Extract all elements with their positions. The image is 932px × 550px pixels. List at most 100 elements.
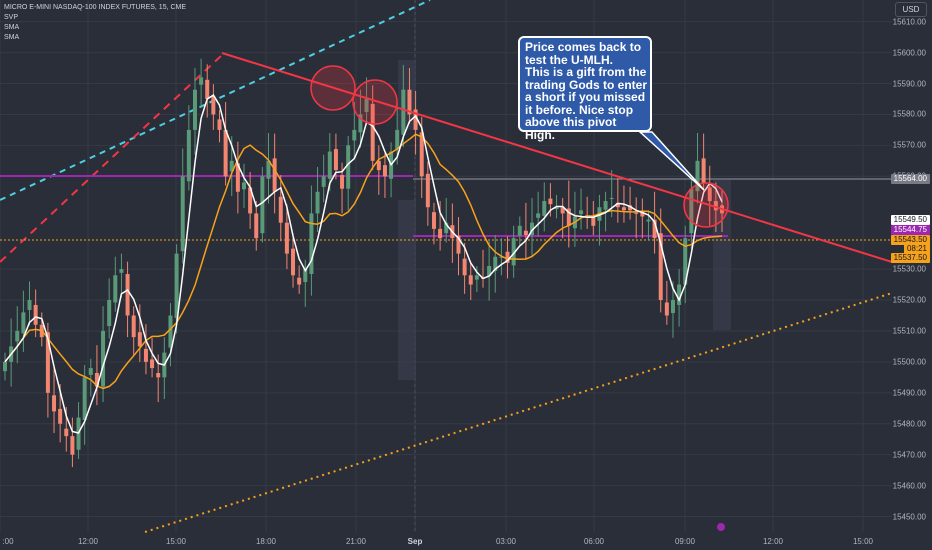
candle-body bbox=[689, 188, 694, 234]
candle-body bbox=[713, 201, 718, 211]
sma-badge: 15537.50 bbox=[890, 253, 930, 263]
candle-body bbox=[474, 275, 479, 280]
candle-body bbox=[579, 210, 584, 215]
level-badge: 15564.00 bbox=[890, 174, 930, 184]
candle-body bbox=[370, 103, 375, 161]
event-marker bbox=[717, 523, 725, 531]
candle-body bbox=[223, 129, 228, 177]
candle-body bbox=[27, 300, 32, 310]
price-tick-label: 15610.00 bbox=[892, 17, 926, 27]
pivot-highlight-circle bbox=[352, 79, 398, 125]
candle-body bbox=[137, 332, 142, 347]
time-tick-label: 15:00 bbox=[165, 537, 187, 546]
indicator-sma-2[interactable]: SMA bbox=[4, 34, 20, 41]
u-mlh-trendline bbox=[221, 52, 893, 263]
candle-body bbox=[272, 158, 277, 192]
candle-body bbox=[315, 191, 320, 214]
candle-body bbox=[438, 228, 443, 239]
candle-body bbox=[70, 436, 75, 455]
candle-body bbox=[346, 145, 351, 189]
candle-body bbox=[333, 149, 338, 171]
candle-body bbox=[186, 129, 191, 182]
price-scale[interactable]: USD 15610.00 15600.00 15590.00 15580.00 1557… bbox=[890, 0, 932, 550]
candle-body bbox=[554, 207, 559, 210]
callout-pointer bbox=[638, 131, 705, 191]
time-tick-label: 15:00 bbox=[852, 537, 874, 546]
volume-profile-bar bbox=[398, 60, 416, 130]
currency-button[interactable]: USD bbox=[895, 2, 927, 17]
symbol-title: MICRO E-MINI NASDAQ-100 INDEX FUTURES, 1… bbox=[4, 4, 187, 11]
candle-body bbox=[229, 160, 234, 172]
price-tick-label: 15580.00 bbox=[892, 109, 926, 119]
candle-body bbox=[309, 213, 314, 275]
callout-line: trading Gods to enter bbox=[525, 77, 648, 92]
candle-body bbox=[695, 160, 700, 192]
candle-body bbox=[487, 266, 492, 276]
price-tick-label: 15470.00 bbox=[892, 450, 926, 460]
chart-legend: MICRO E-MINI NASDAQ-100 INDEX FUTURES, 1… bbox=[4, 3, 186, 43]
candle-body bbox=[670, 300, 675, 314]
candle-body bbox=[235, 163, 240, 192]
candle-body bbox=[15, 330, 20, 342]
support-dotted-line bbox=[144, 292, 893, 533]
countdown-badge: 08:21 bbox=[903, 244, 930, 254]
candle-body bbox=[358, 114, 363, 133]
candle-body bbox=[107, 300, 112, 327]
candle-body bbox=[499, 256, 504, 258]
price-tick-label: 15490.00 bbox=[892, 388, 926, 398]
candle-body bbox=[634, 212, 639, 214]
price-tick-label: 15450.00 bbox=[892, 512, 926, 522]
candle-body bbox=[303, 269, 308, 283]
candle-body bbox=[33, 304, 38, 325]
time-scale[interactable]: :00 12:00 15:00 18:00 21:00 Sep 03:00 06:00 09:0… bbox=[0, 532, 892, 550]
candle-body bbox=[591, 216, 596, 226]
callout-line: a short if you missed bbox=[525, 90, 646, 104]
callout-line: This is a gift from the bbox=[525, 65, 647, 79]
candle-body bbox=[327, 151, 332, 179]
time-tick-label: 12:00 bbox=[77, 537, 99, 546]
candle-body bbox=[64, 428, 69, 437]
candle-body bbox=[530, 222, 535, 236]
candle-body bbox=[652, 219, 657, 239]
annotation-callout[interactable]: Price comes back to test the U-MLH. This… bbox=[518, 36, 652, 141]
indicator-svp[interactable]: SVP bbox=[4, 14, 19, 21]
price-tick-label: 15570.00 bbox=[892, 140, 926, 150]
candle-body bbox=[352, 129, 357, 141]
time-tick-label: 18:00 bbox=[255, 537, 277, 546]
current-price-badge: 15543.50 bbox=[890, 235, 930, 245]
candle-body bbox=[297, 277, 302, 285]
price-tick-label: 15600.00 bbox=[892, 48, 926, 58]
callout-line: above this pivot bbox=[525, 115, 617, 129]
candle-body bbox=[413, 109, 418, 130]
indicator-sma-1[interactable]: SMA bbox=[4, 24, 20, 31]
candle-body bbox=[254, 213, 259, 239]
candle-body bbox=[493, 256, 498, 271]
candle-body bbox=[156, 373, 161, 378]
candle-body bbox=[266, 160, 271, 179]
candle-body bbox=[456, 235, 461, 254]
grid bbox=[0, 0, 892, 532]
annotations[interactable] bbox=[144, 52, 893, 533]
time-tick-label: 12:00 bbox=[762, 537, 784, 546]
candle-body bbox=[94, 373, 99, 387]
time-tick-label: Sep bbox=[407, 537, 423, 546]
volume-profile-bar bbox=[398, 200, 416, 380]
candle-body bbox=[640, 210, 645, 217]
candle-body bbox=[205, 79, 210, 99]
candle-body bbox=[468, 275, 473, 285]
candle-body bbox=[199, 77, 204, 85]
candle-body bbox=[125, 274, 130, 316]
candle-body bbox=[192, 89, 197, 130]
candle-body bbox=[291, 248, 296, 276]
candle-body bbox=[425, 173, 430, 208]
price-tick-label: 15460.00 bbox=[892, 481, 926, 491]
time-tick-label: 09:00 bbox=[674, 537, 696, 546]
candle-body bbox=[536, 213, 541, 218]
candle-body bbox=[603, 201, 608, 210]
candle-body bbox=[615, 202, 620, 208]
candle-body bbox=[523, 230, 528, 236]
price-tick-label: 15500.00 bbox=[892, 357, 926, 367]
price-tick-label: 15530.00 bbox=[892, 264, 926, 274]
